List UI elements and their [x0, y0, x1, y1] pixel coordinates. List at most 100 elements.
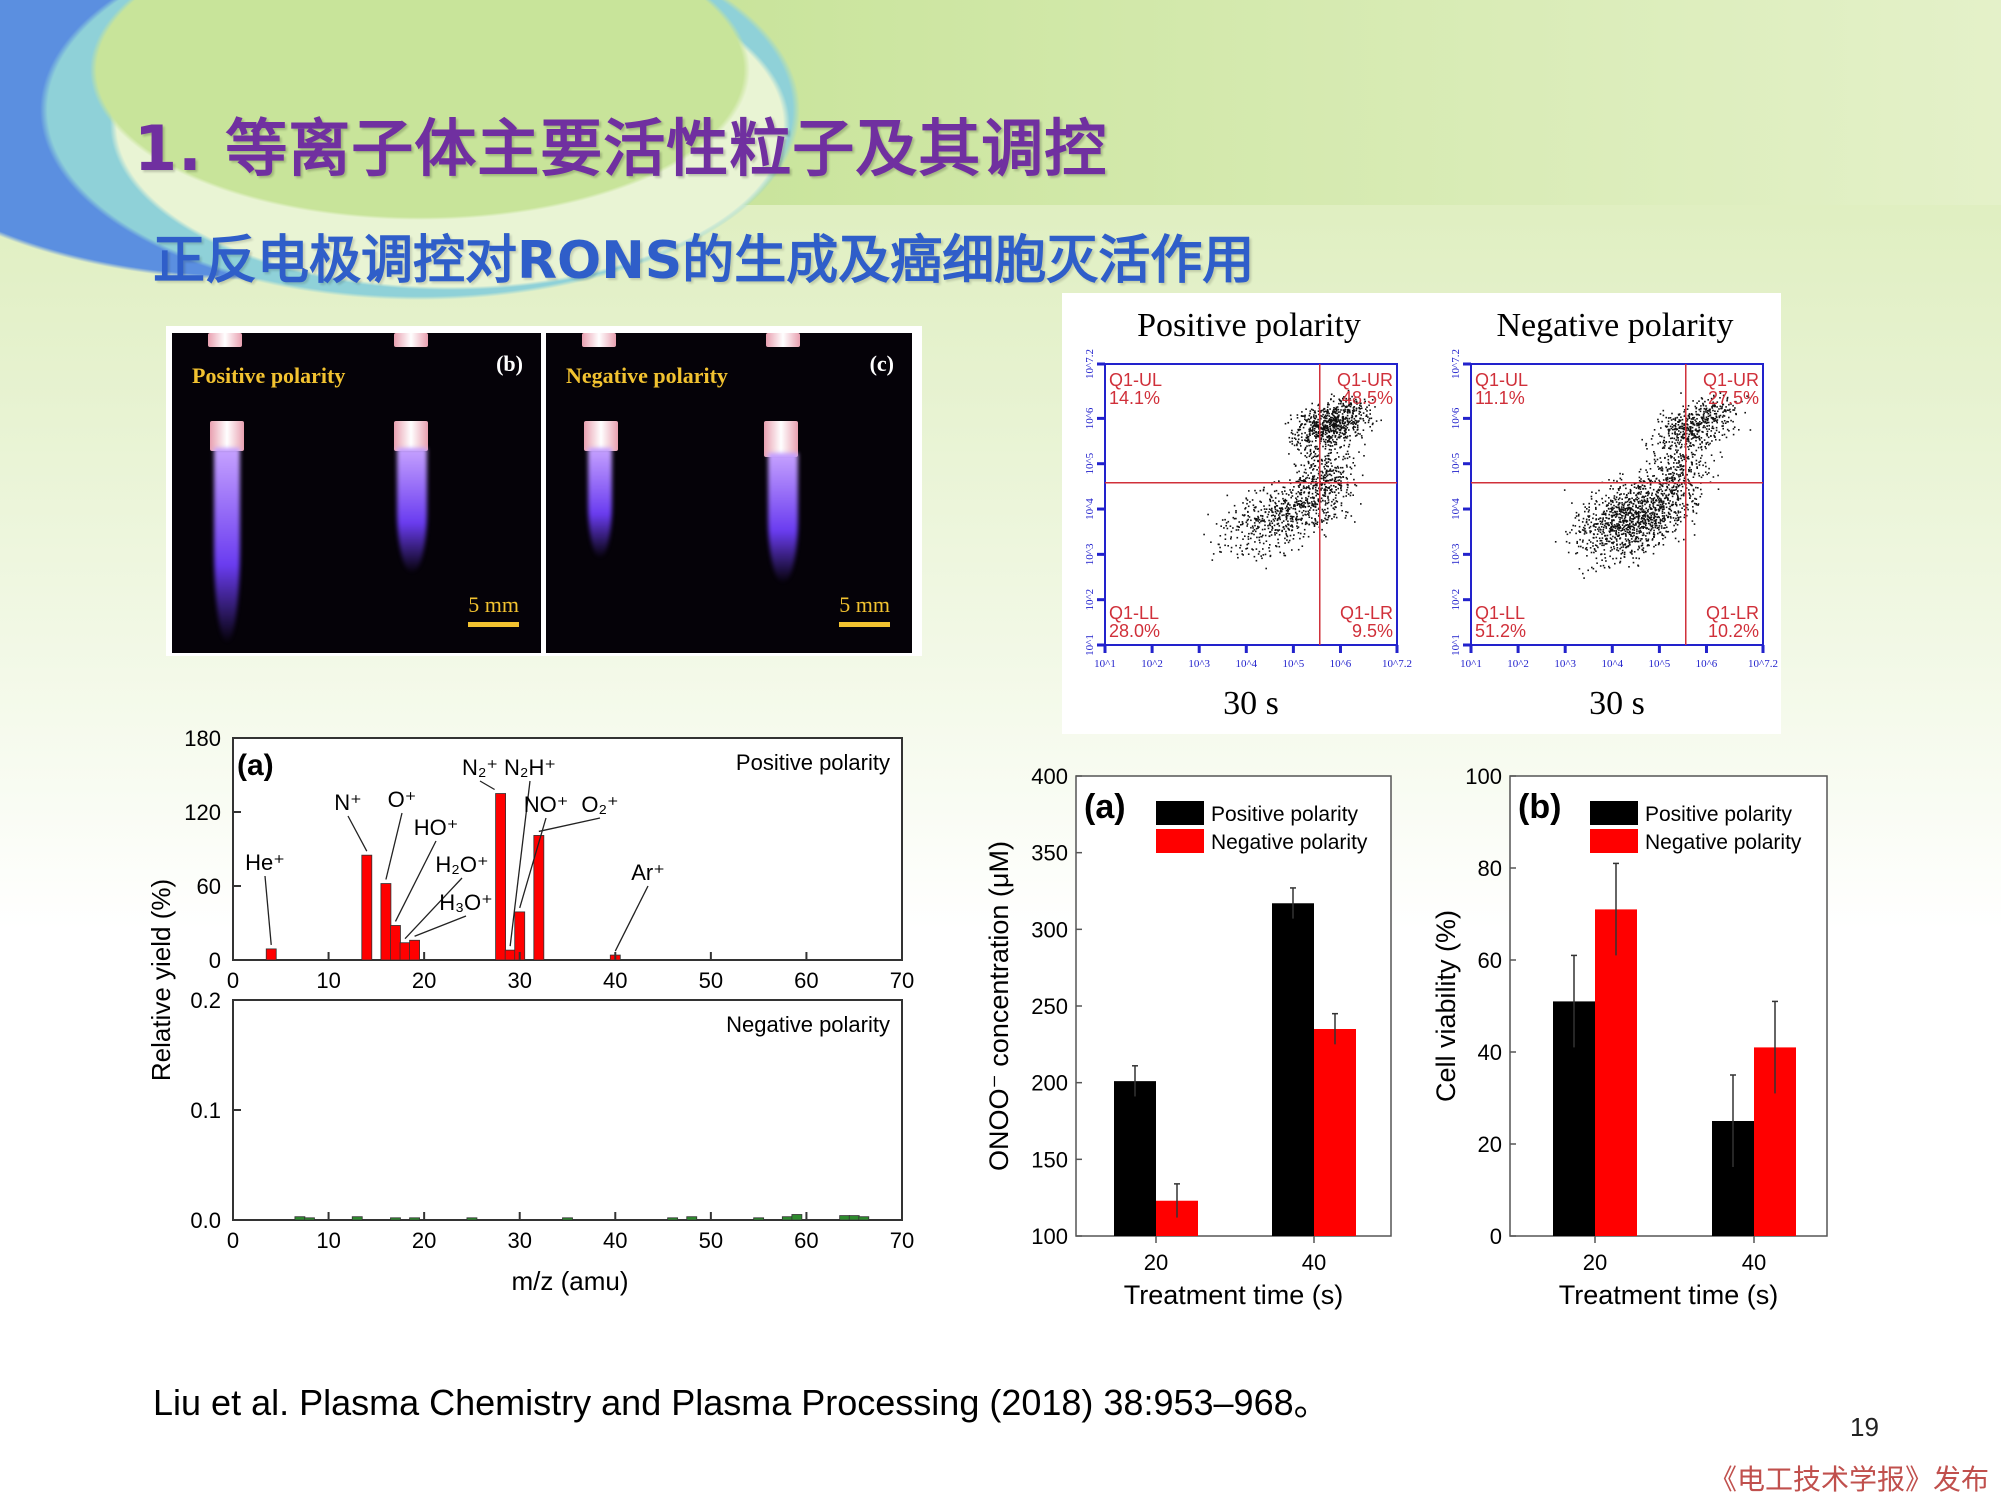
- ion-label: H₂O⁺: [435, 852, 488, 877]
- flow-event-point: [1328, 470, 1331, 472]
- flow-event-point: [1642, 488, 1644, 490]
- flow-event-point: [1690, 469, 1692, 471]
- flow-event-point: [1633, 524, 1636, 526]
- flow-event-point: [1734, 407, 1736, 409]
- flow-event-point: [1683, 505, 1685, 507]
- flow-event-point: [1251, 548, 1253, 550]
- panel-label: (a): [237, 749, 274, 782]
- flow-event-point: [1309, 467, 1311, 469]
- flow-event-point: [1706, 473, 1708, 476]
- flow-event-point: [1597, 518, 1600, 520]
- flow-event-point: [1334, 443, 1336, 446]
- flow-event-point: [1333, 508, 1336, 511]
- flow-event-point: [1628, 542, 1630, 544]
- flow-event-point: [1242, 538, 1244, 540]
- flow-event-point: [1671, 495, 1674, 498]
- flow-event-point: [1692, 417, 1694, 419]
- flow-event-point: [1665, 477, 1668, 479]
- flow-event-point: [1689, 427, 1692, 430]
- flow-event-point: [1277, 538, 1279, 541]
- flow-event-point: [1700, 476, 1703, 479]
- flow-event-point: [1657, 515, 1660, 518]
- flow-event-point: [1354, 464, 1356, 467]
- flow-event-point: [1554, 541, 1557, 543]
- flow-event-point: [1289, 504, 1291, 506]
- flow-event-point: [1687, 435, 1690, 438]
- spectrum-bar: [351, 1216, 363, 1221]
- flow-event-point: [1337, 411, 1340, 413]
- flow-event-point: [1288, 539, 1291, 542]
- flow-event-point: [1374, 406, 1376, 408]
- flow-event-point: [1353, 478, 1355, 481]
- flow-event-point: [1349, 405, 1352, 408]
- flow-event-point: [1631, 550, 1633, 553]
- flow-event-point: [1677, 474, 1680, 476]
- flow-event-point: [1639, 488, 1642, 490]
- flow-event-point: [1683, 455, 1685, 457]
- flow-event-point: [1295, 480, 1298, 483]
- flow-event-point: [1317, 472, 1320, 475]
- flow-event-point: [1329, 422, 1332, 425]
- flow-event-point: [1314, 486, 1317, 489]
- flow-event-point: [1692, 511, 1695, 513]
- flow-event-point: [1323, 476, 1326, 479]
- flow-event-point: [1681, 465, 1684, 468]
- flow-event-point: [1272, 518, 1275, 521]
- flow-event-point: [1246, 543, 1248, 546]
- flow-event-point: [1299, 493, 1301, 496]
- ion-arrow: [414, 915, 467, 937]
- flow-event-point: [1636, 536, 1639, 538]
- flow-event-point: [1613, 504, 1615, 507]
- flow-event-point: [1328, 440, 1331, 443]
- flow-event-point: [1677, 480, 1680, 482]
- flow-event-point: [1695, 413, 1698, 416]
- flow-event-point: [1354, 435, 1357, 437]
- flow-event-point: [1680, 494, 1683, 497]
- flow-event-point: [1604, 514, 1607, 516]
- flow-event-point: [1596, 500, 1598, 503]
- flow-event-point: [1628, 503, 1631, 506]
- flow-event-point: [1307, 505, 1310, 508]
- flow-event-point: [1629, 519, 1631, 521]
- flow-event-point: [1624, 520, 1626, 522]
- flow-event-point: [1676, 519, 1678, 522]
- quadrant-label: Q1-UL: [1475, 370, 1528, 390]
- slide-title: 1. 等离子体主要活性粒子及其调控: [134, 112, 1108, 185]
- flow-event-point: [1642, 495, 1644, 498]
- flow-event-point: [1329, 436, 1331, 438]
- flow-event-point: [1668, 480, 1671, 483]
- flow-event-point: [1335, 470, 1338, 473]
- flow-event-point: [1313, 531, 1315, 533]
- flow-event-point: [1654, 501, 1656, 504]
- flow-event-point: [1667, 497, 1669, 500]
- flow-event-point: [1614, 516, 1617, 518]
- flow-event-point: [1311, 421, 1314, 423]
- flow-event-point: [1346, 408, 1349, 411]
- flow-event-point: [1619, 477, 1622, 480]
- flow-event-point: [1721, 425, 1723, 427]
- flow-event-point: [1622, 520, 1624, 523]
- flow-event-point: [1348, 403, 1351, 406]
- ion-label: He⁺: [245, 850, 285, 875]
- flow-event-point: [1589, 525, 1592, 528]
- flow-panel-title: Negative polarity: [1497, 307, 1734, 344]
- flow-event-point: [1253, 529, 1256, 531]
- flow-event-point: [1316, 445, 1318, 448]
- flow-event-point: [1606, 538, 1608, 540]
- flow-event-point: [1669, 454, 1672, 457]
- flow-event-point: [1312, 475, 1314, 478]
- flow-event-point: [1309, 410, 1312, 412]
- flow-event-point: [1662, 441, 1665, 444]
- flow-event-point: [1348, 404, 1350, 406]
- flow-event-point: [1686, 503, 1689, 506]
- flow-event-point: [1666, 482, 1668, 485]
- flow-event-point: [1330, 430, 1333, 433]
- flow-event-point: [1651, 539, 1654, 541]
- flow-event-point: [1310, 464, 1312, 466]
- flow-event-point: [1578, 530, 1580, 532]
- flow-event-point: [1611, 508, 1613, 510]
- flow-event-point: [1375, 420, 1378, 422]
- flow-event-point: [1629, 522, 1631, 525]
- flow-event-point: [1568, 542, 1571, 544]
- flow-event-point: [1659, 505, 1661, 508]
